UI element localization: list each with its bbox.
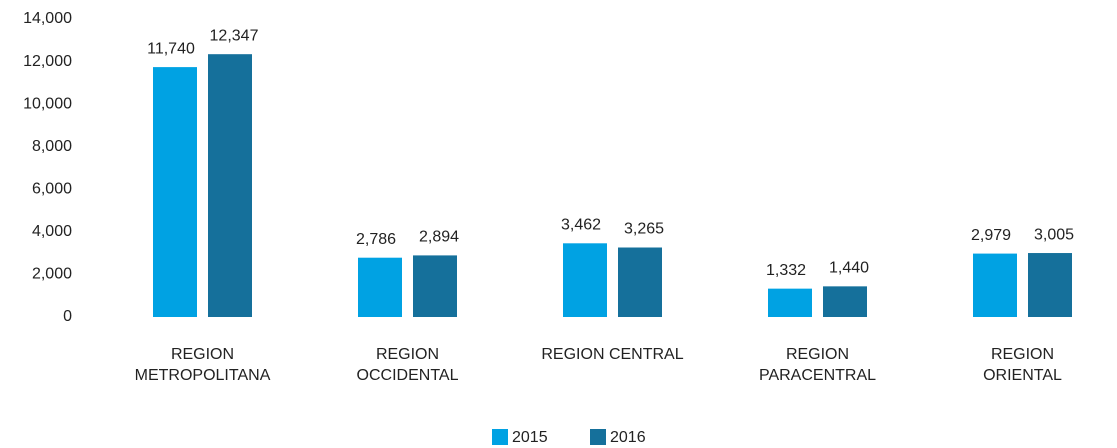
legend-label: 2016 xyxy=(610,429,646,446)
legend-label: 2015 xyxy=(512,429,548,446)
data-label: 3,265 xyxy=(624,221,664,238)
x-tick-label: REGION PARACENTRAL xyxy=(758,346,877,384)
bar xyxy=(618,247,662,317)
bar xyxy=(358,257,402,317)
x-tick-label: REGION CENTRAL xyxy=(541,346,684,363)
data-label: 2,979 xyxy=(971,227,1011,244)
x-tick-label: REGION ORIENTAL xyxy=(983,346,1062,384)
legend-swatch xyxy=(492,429,508,445)
bar xyxy=(153,67,197,317)
legend-swatch xyxy=(590,429,606,445)
bar xyxy=(413,255,457,317)
y-tick-label: 8,000 xyxy=(32,138,72,155)
bar xyxy=(208,54,252,317)
bar xyxy=(563,243,607,317)
x-tick-label: REGION METROPOLITANA xyxy=(134,346,271,384)
y-tick-label: 4,000 xyxy=(32,223,72,240)
data-label: 1,440 xyxy=(829,260,869,277)
data-label: 1,332 xyxy=(766,262,806,279)
bar xyxy=(1028,253,1072,317)
x-tick-label: REGION OCCIDENTAL xyxy=(356,346,459,384)
bar xyxy=(768,288,812,317)
data-label: 3,462 xyxy=(561,217,601,234)
data-label: 3,005 xyxy=(1034,226,1074,243)
y-tick-label: 2,000 xyxy=(32,266,72,283)
bar xyxy=(823,286,867,317)
data-label: 2,894 xyxy=(419,229,459,246)
y-tick-label: 12,000 xyxy=(23,53,72,70)
y-tick-label: 14,000 xyxy=(23,10,72,27)
data-label: 2,786 xyxy=(356,231,396,248)
bar xyxy=(973,253,1017,317)
data-label: 11,740 xyxy=(147,40,195,57)
y-tick-label: 6,000 xyxy=(32,181,72,198)
data-label: 12,347 xyxy=(210,27,259,44)
y-tick-label: 10,000 xyxy=(23,95,72,112)
y-tick-label: 0 xyxy=(63,308,72,325)
